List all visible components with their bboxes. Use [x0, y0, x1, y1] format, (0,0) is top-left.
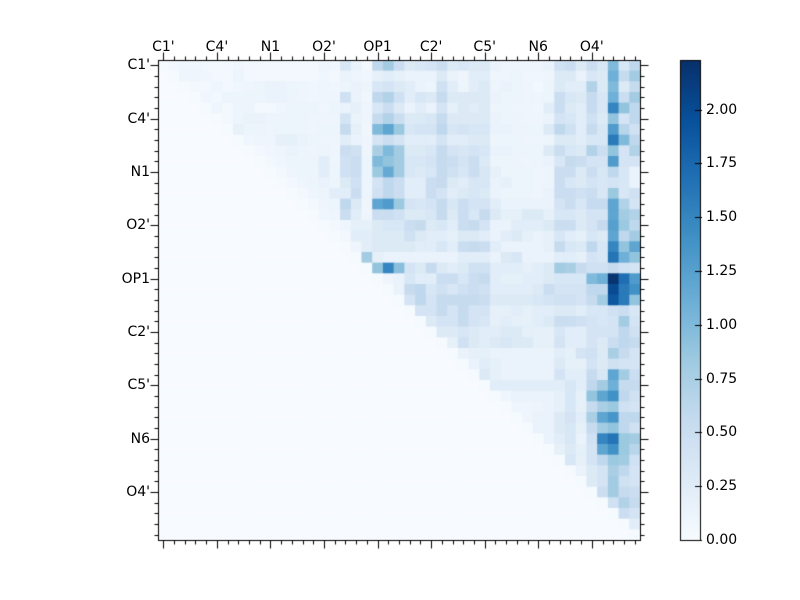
x-axis-tick-label: OP1	[363, 39, 392, 55]
y-axis-tick-label: C1'	[127, 57, 150, 74]
y-axis-tick-label: O2'	[126, 217, 150, 234]
colorbar-tick-label: 1.25	[706, 262, 738, 279]
colorbar-tick-label: 0.75	[706, 370, 738, 387]
colorbar-tick-label: 0.00	[706, 532, 738, 548]
y-axis-tick-label: N1	[130, 164, 150, 180]
y-axis-tick-label: OP1	[121, 270, 150, 287]
x-axis-tick-label: O2'	[312, 39, 336, 55]
y-axis-tick-label: C4'	[127, 110, 150, 127]
colorbar-tick-label: 2.00	[706, 101, 738, 118]
x-axis-tick-label: C2'	[419, 39, 443, 55]
colorbar-tick-label: 1.00	[706, 316, 738, 333]
y-axis-tick-label: O4'	[126, 484, 150, 500]
x-axis-tick-label: C4'	[205, 39, 229, 55]
colorbar-tick-label: 0.25	[706, 478, 738, 495]
y-axis-tick-label: C2'	[127, 324, 150, 340]
y-axis-tick-label: N6	[130, 430, 150, 447]
x-axis-tick-label: C1'	[152, 39, 175, 55]
colorbar-tick-label: 0.50	[706, 424, 738, 441]
x-axis-tick-label: N6	[528, 39, 548, 55]
colorbar-tick-label: 1.50	[706, 209, 738, 226]
colorbar-tick-label: 1.75	[706, 155, 738, 172]
x-axis-tick-label: O4'	[579, 39, 604, 55]
x-axis-tick-label: N1	[260, 39, 281, 55]
y-axis-tick-label: C5'	[127, 377, 150, 394]
x-axis-tick-label: C5'	[473, 39, 496, 55]
